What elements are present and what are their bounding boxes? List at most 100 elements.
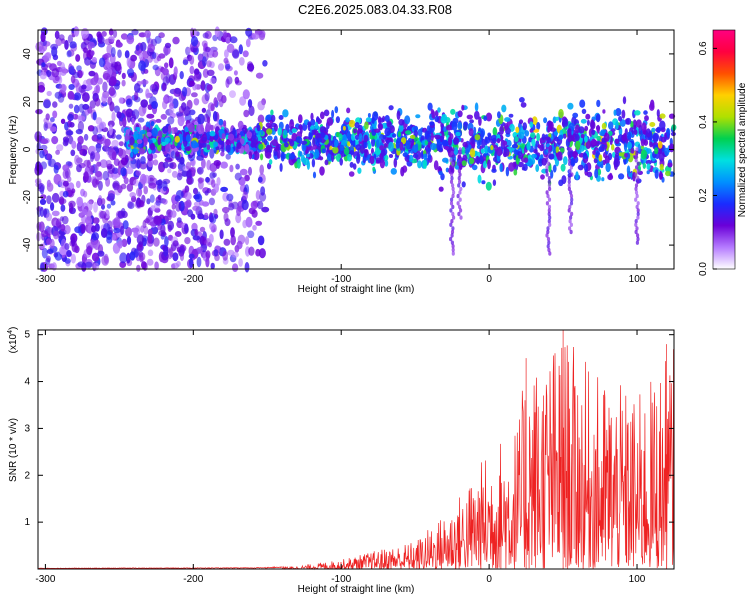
spectrogram-cell — [636, 176, 640, 181]
spectrogram-cell — [569, 193, 574, 199]
spectrogram-cell — [131, 227, 140, 233]
spectrogram-cell — [209, 124, 214, 131]
spectrogram-cell — [165, 72, 171, 84]
spectrogram-cell — [204, 91, 210, 102]
spectrogram-cell — [409, 134, 416, 139]
spectrogram-cell — [643, 110, 648, 115]
spectrogram-cell — [210, 103, 215, 112]
spectrogram-cell — [64, 243, 70, 250]
spectrogram-cell — [415, 114, 421, 119]
spectrogram-cell — [364, 149, 369, 153]
spectrogram-cell — [101, 94, 108, 104]
colorbar-frame — [712, 29, 736, 270]
spectrogram-cell — [469, 157, 475, 165]
spectrogram-cell — [627, 131, 632, 140]
spectrogram-cell — [384, 115, 390, 122]
spectrogram-cell — [659, 163, 664, 171]
spectrogram-cell — [508, 113, 514, 118]
spectrogram-cell — [120, 157, 128, 166]
spectrogram-cell — [214, 26, 220, 38]
spectrogram-cell — [531, 138, 536, 147]
spectrogram-cell — [584, 163, 588, 172]
spectrogram-cell — [126, 35, 135, 45]
spectrogram-cell — [555, 116, 559, 121]
spectrogram-cell — [396, 110, 401, 121]
spectrogram-cell — [378, 123, 383, 131]
spectrogram-cell — [480, 130, 484, 140]
spectrogram-cell — [140, 41, 147, 52]
spectrogram-cell — [392, 133, 397, 138]
spectrogram-cell — [586, 119, 590, 126]
spectrogram-cell — [172, 252, 179, 262]
spectrogram-cell — [457, 183, 461, 188]
spectrogram-cell — [649, 122, 656, 127]
spectrogram-cell — [155, 179, 163, 186]
spectrogram-cell — [596, 124, 600, 134]
spectrogram-cell — [242, 89, 250, 100]
spectrogram-cell — [289, 139, 295, 147]
spectrogram-cell — [68, 103, 74, 109]
spectrogram-cell — [658, 152, 665, 162]
spectrogram-cell — [480, 148, 485, 154]
spectrogram-cell — [77, 261, 86, 268]
spectrogram-cell — [481, 180, 486, 185]
spectrogram-cell — [196, 154, 204, 161]
spectrogram-cell — [461, 160, 467, 167]
spectrogram-cell — [635, 165, 639, 170]
spectrogram-cell — [441, 113, 448, 122]
spectrogram-cell — [149, 221, 157, 227]
spectrogram-cell — [422, 159, 428, 169]
spectrogram-cell — [352, 163, 357, 170]
spectrogram-cell — [68, 84, 75, 90]
spectrogram-cell — [92, 217, 100, 224]
spectrogram-cell — [358, 133, 363, 142]
spectrogram-cell — [334, 139, 338, 148]
spectrogram-cell — [397, 131, 401, 138]
spectrogram-cell — [105, 159, 112, 167]
spectrogram-cell — [636, 119, 642, 128]
spectrogram-cell — [189, 258, 194, 268]
spectrogram-cell — [492, 127, 498, 136]
spectrogram-cell — [438, 170, 443, 176]
spectrogram-cell — [505, 166, 510, 177]
spectrogram-cell — [347, 153, 352, 162]
spectrogram-cell — [514, 136, 519, 143]
spectrogram-cell — [452, 190, 456, 195]
spectrogram-cell — [213, 208, 218, 216]
spectrogram-cell — [575, 140, 581, 151]
spectrogram-cell — [45, 212, 53, 222]
spectrogram-cell — [309, 149, 314, 155]
spectrogram-cell — [642, 162, 646, 169]
spectrogram-cell — [172, 240, 179, 247]
spectrogram-cell — [266, 114, 273, 121]
spectrogram-cell — [597, 168, 602, 176]
spectrogram-cell — [595, 113, 601, 123]
spectrogram-cell — [634, 158, 638, 163]
spectrogram-cell — [547, 211, 551, 217]
spectrogram-cell — [108, 145, 114, 153]
spectrogram-cell — [575, 171, 579, 180]
spectrogram-cell — [449, 208, 453, 213]
spectrogram-cell — [66, 249, 72, 257]
spectrogram-cell — [451, 226, 455, 231]
spectrogram-cell — [261, 206, 270, 213]
spectrogram-cell — [649, 141, 653, 148]
spectrogram-cell — [547, 125, 551, 133]
spectrogram-cell — [59, 66, 67, 77]
spectrogram-cell — [117, 240, 123, 249]
spectrogram-cell — [222, 206, 230, 214]
spectrogram-cell — [244, 236, 250, 246]
spectrogram-cell — [593, 158, 598, 164]
spectrogram-cell — [592, 150, 596, 156]
spectrogram-cell — [545, 154, 549, 159]
spectrogram-cell — [266, 128, 273, 135]
spectrogram-cell — [547, 208, 551, 213]
spectrogram-cell — [331, 109, 335, 119]
spectrogram-cell — [633, 129, 638, 135]
spectrogram-cell — [657, 148, 663, 155]
spectrogram-cell — [74, 154, 80, 166]
spectrogram-cell — [323, 109, 330, 117]
spectrogram-cell — [43, 99, 51, 109]
spectrogram-cell — [546, 236, 551, 242]
spectrogram-cell — [71, 188, 76, 194]
